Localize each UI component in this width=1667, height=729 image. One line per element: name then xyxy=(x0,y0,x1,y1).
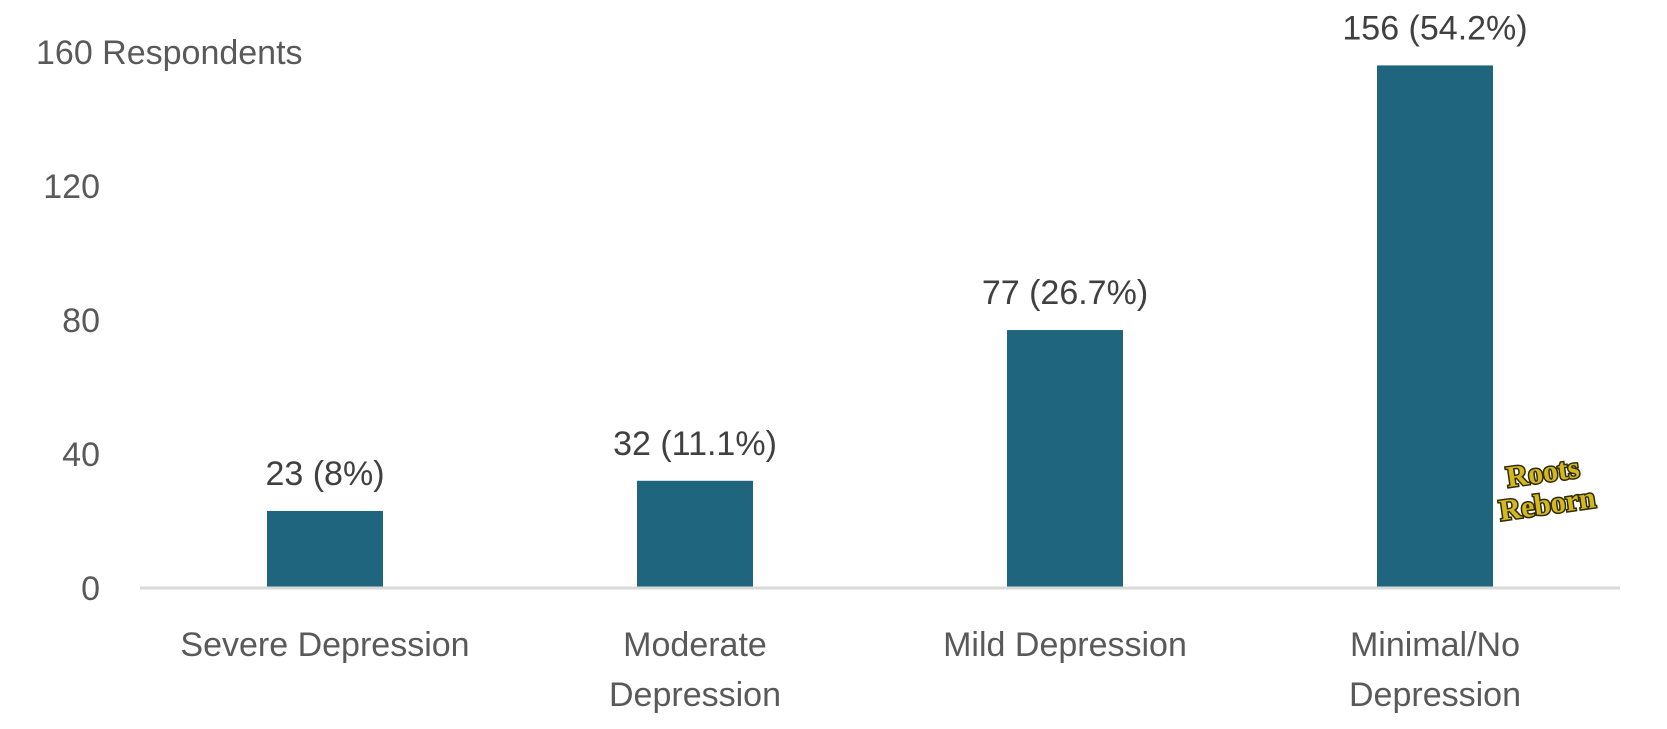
bar xyxy=(1007,330,1123,588)
category-label: Moderate xyxy=(623,626,767,664)
bar xyxy=(1377,65,1493,588)
y-tick-label: 80 xyxy=(62,302,100,340)
y-tick-label: 160 Respondents xyxy=(36,34,303,72)
y-axis-ticks: 0 40 80 120 160 Respondents xyxy=(36,34,303,608)
y-tick-label: 120 xyxy=(43,168,100,206)
data-label: 23 (8%) xyxy=(265,455,384,493)
bar xyxy=(637,480,753,588)
data-label: 156 (54.2%) xyxy=(1342,9,1527,47)
data-label: 77 (26.7%) xyxy=(982,274,1148,312)
y-tick-label: 40 xyxy=(62,436,100,474)
roots-reborn-logo: Roots Reborn xyxy=(1496,450,1600,529)
category-labels: Severe Depression Moderate Depression Mild … xyxy=(180,626,1521,714)
data-labels: 23 (8%) 32 (11.1%) 77 (26.7%) 156 (54.2%) xyxy=(265,9,1527,493)
category-label: Depression xyxy=(609,676,781,714)
category-label: Depression xyxy=(1349,676,1521,714)
data-label: 32 (11.1%) xyxy=(613,425,777,463)
category-label: Severe Depression xyxy=(180,626,469,664)
category-label: Mild Depression xyxy=(943,626,1187,664)
bars xyxy=(267,65,1493,588)
bar xyxy=(267,510,383,588)
y-tick-label: 0 xyxy=(81,570,100,608)
category-label: Minimal/No xyxy=(1350,626,1520,664)
